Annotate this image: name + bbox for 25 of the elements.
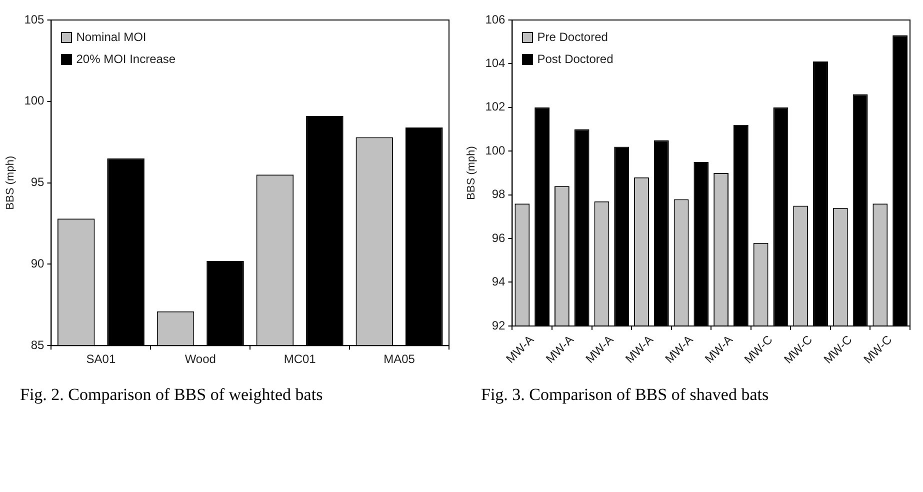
y-tick-label: 94: [492, 274, 506, 289]
y-axis-title: BBS (mph): [466, 146, 478, 200]
y-tick-label: 106: [485, 12, 506, 26]
legend-label: Pre Doctored: [537, 30, 608, 44]
y-tick-label: 105: [24, 12, 45, 26]
y-tick-label: 98: [492, 187, 506, 202]
y-tick-label: 104: [485, 56, 506, 70]
y-tick-label: 92: [492, 318, 506, 332]
caption: Fig. 3. Comparison of BBS of shaved bats: [480, 384, 770, 406]
legend-label: Post Doctored: [537, 52, 614, 66]
y-tick-label: 100: [485, 143, 506, 158]
legend-label: 20% MOI Increase: [76, 52, 176, 66]
y-tick-label: 102: [485, 100, 506, 114]
y-tick-label: 85: [30, 338, 45, 352]
y-tick-label: 95: [30, 175, 45, 190]
y-tick-label: 96: [492, 230, 506, 245]
x-tick-label: Wood: [184, 352, 216, 366]
y-tick-label: 100: [24, 94, 45, 108]
y-axis-title: BBS (mph): [4, 156, 17, 210]
caption: Fig. 2. Comparison of BBS of weighted bats: [19, 384, 324, 406]
legend-label: Nominal MOI: [76, 30, 146, 44]
x-tick-label: SA01: [86, 352, 116, 366]
x-tick-label: MA05: [384, 352, 416, 366]
y-tick-label: 90: [30, 256, 45, 271]
x-tick-label: MC01: [284, 352, 316, 366]
